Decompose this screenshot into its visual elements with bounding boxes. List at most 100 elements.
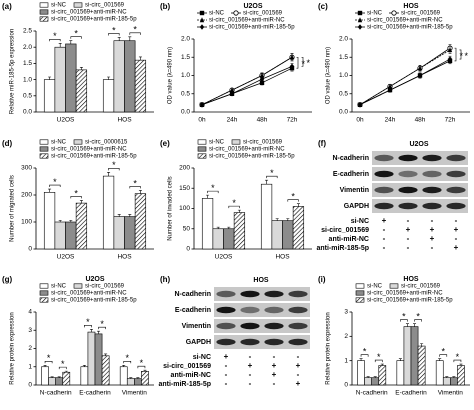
protein-label: E-cadherin (175, 307, 211, 314)
panel-label: (f) (318, 139, 326, 148)
bar (371, 377, 380, 386)
bar (435, 360, 444, 386)
significance-label: * (86, 317, 90, 327)
error-bar (452, 376, 456, 378)
error-bar (227, 226, 231, 229)
significance-label: * (47, 353, 51, 363)
significance-label: * (74, 188, 78, 198)
legend-marker (357, 17, 363, 23)
significance-label: * (456, 352, 460, 362)
x-tick-label: HOS (117, 117, 132, 124)
significance-label: * (133, 178, 137, 188)
legend-swatch (355, 283, 365, 289)
bar (54, 46, 66, 113)
legend-label: si-circ_001569+anti-miR-NC (51, 291, 127, 297)
bar (410, 326, 419, 386)
legend-label: si-circ_001569 (85, 3, 125, 9)
condition-sign: - (249, 370, 252, 379)
error-bar (438, 358, 442, 361)
condition-label: anti-miR-NC (171, 372, 211, 379)
panel-label: (b) (160, 2, 171, 11)
legend-label: si-circ_001569+anti-miR-185-5p (209, 154, 295, 160)
error-bar (107, 172, 111, 177)
significance-bracket (374, 359, 383, 363)
y-tick-label: 1.5 (339, 54, 348, 61)
chart-title: U2OS (85, 276, 104, 283)
error-bar (413, 323, 417, 327)
blot-band (216, 306, 236, 314)
x-tick-label: Vimentin (438, 390, 464, 397)
bar (134, 378, 142, 386)
condition-sign: - (273, 352, 276, 361)
significance-bracket (44, 360, 53, 364)
legend-label: si-circ_001569+anti-miR-NC (51, 10, 127, 16)
point (447, 56, 453, 62)
condition-sign: - (297, 370, 300, 379)
significance-bracket (296, 56, 299, 69)
blot-band (264, 322, 284, 330)
condition-sign: + (382, 216, 387, 225)
error-bar (138, 190, 142, 194)
blot-band (264, 290, 284, 298)
significance-bracket (360, 354, 369, 357)
protein-label: N-cadherin (332, 155, 369, 162)
error-bar (265, 179, 269, 185)
condition-sign: - (407, 243, 410, 252)
significance-bracket (137, 365, 146, 369)
y-tick-label: 2 (28, 345, 32, 352)
error-bar (69, 220, 73, 222)
blot-strip (214, 287, 310, 301)
blot-band (264, 306, 284, 314)
error-bar (43, 364, 47, 367)
legend-swatch (39, 153, 49, 159)
x-tick-label: 48h (415, 117, 426, 124)
legend-label: si-circ_0000615 (85, 140, 128, 146)
bar (260, 183, 273, 250)
condition-sign: + (248, 361, 253, 370)
legend-swatch (231, 139, 241, 145)
x-tick-label: 0h (198, 117, 206, 124)
significance-bracket (123, 360, 132, 364)
y-tick-label: 2 (344, 333, 348, 340)
legend-label: si-circ_001569+anti-miR-185-5p (209, 25, 295, 31)
error-bar (237, 209, 241, 213)
bar (201, 198, 214, 250)
bar (364, 377, 372, 386)
condition-sign: - (249, 379, 252, 388)
panel-label: (g) (2, 275, 13, 284)
line (201, 56, 293, 106)
blot-band (240, 290, 260, 298)
y-tick-label: 1.5 (23, 60, 32, 67)
significance-bracket (98, 326, 106, 330)
condition-sign: - (383, 225, 386, 234)
significance-bracket (84, 325, 92, 328)
significance-label: * (100, 319, 104, 329)
condition-label: si-NC (351, 218, 369, 225)
legend-swatch (39, 297, 49, 303)
significance-bracket (228, 205, 240, 209)
condition-sign: - (431, 216, 434, 225)
legend-swatch (39, 2, 49, 8)
significance-bracket (70, 36, 82, 39)
bar (134, 59, 147, 113)
error-bar (122, 364, 126, 367)
condition-sign: - (431, 243, 434, 252)
bar (233, 212, 246, 250)
blot-band (398, 202, 418, 210)
blot-band (288, 290, 308, 298)
error-bar (405, 323, 409, 327)
significance-bracket (287, 199, 299, 202)
y-axis-label: Number of migrated cells (10, 175, 16, 242)
legend-label: si-circ_001569+anti-miR-185-5p (51, 154, 137, 160)
bar (119, 366, 128, 386)
y-axis-label: Relative protein expression (326, 312, 332, 384)
blot-band (398, 154, 418, 162)
y-tick-label: 0 (186, 246, 190, 253)
condition-sign: - (225, 379, 228, 388)
y-tick-label: 200 (21, 192, 32, 199)
x-tick-label: 48h (257, 117, 268, 124)
point (199, 102, 205, 108)
blot-band (374, 170, 394, 178)
error-bar (117, 214, 121, 217)
